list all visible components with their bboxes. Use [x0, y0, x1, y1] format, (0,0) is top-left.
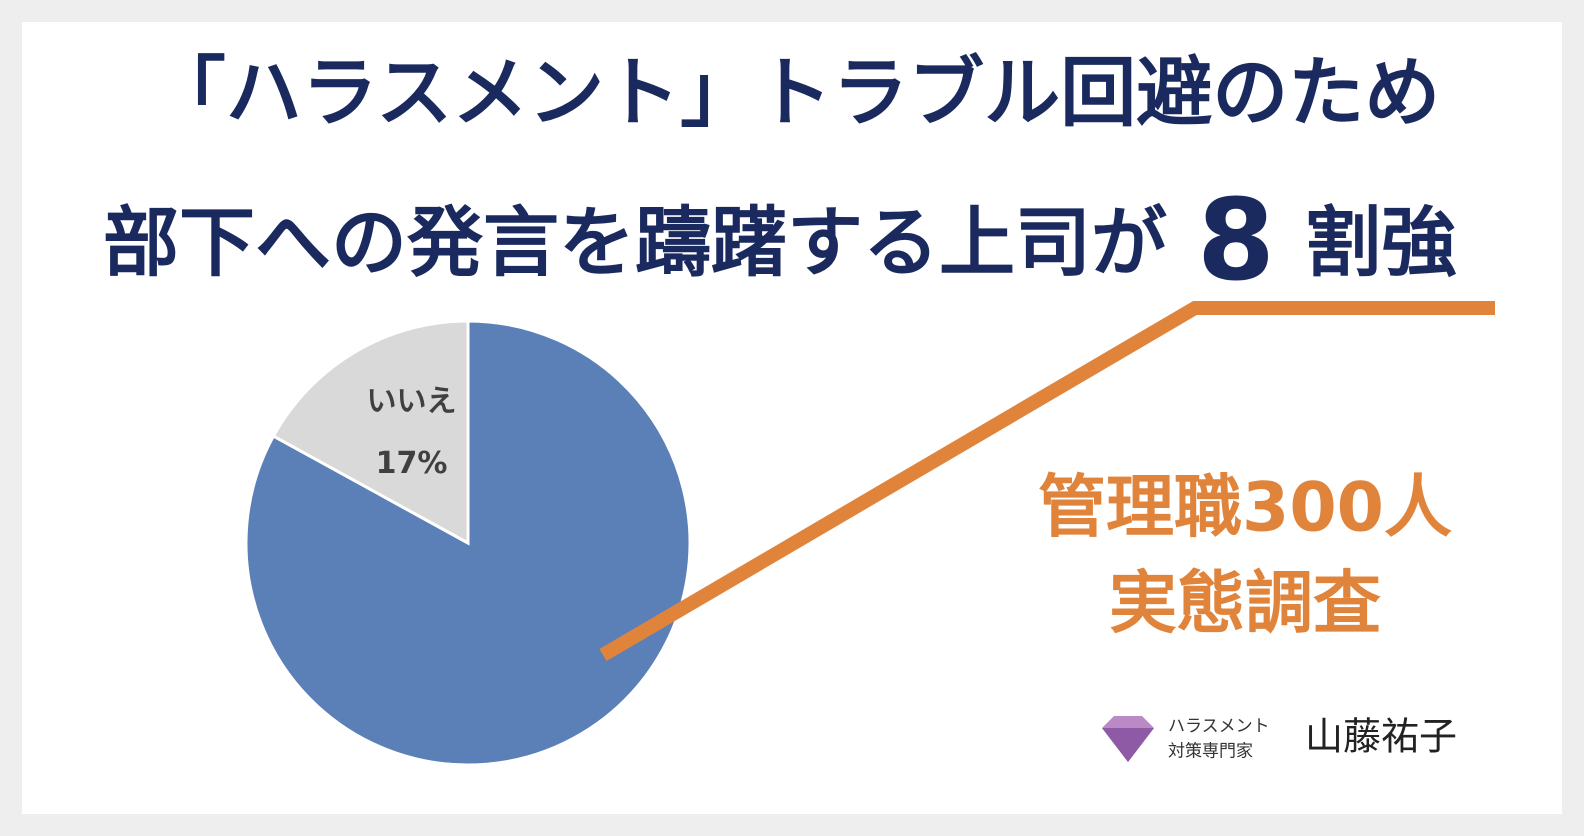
pie-slice [244, 319, 692, 767]
logo-name: 山藤祐子 [1305, 715, 1457, 759]
logo: ハラスメント 対策専門家 山藤祐子 [1102, 715, 1457, 762]
value-label: 83% [658, 697, 730, 732]
subtitle-prefix: 部下への発言を躊躇する上司が [103, 198, 1167, 287]
logo-tagline: ハラスメント [1168, 717, 1270, 737]
value-label: 17% [376, 446, 448, 481]
pie: はい 83% いいえ 17% [244, 319, 730, 767]
chart-subtitle: 部下への発言を躊躇する上司が 8 割強 [103, 176, 1457, 306]
pointer-line [599, 301, 1495, 662]
subtitle-suffix: 割強 [1305, 198, 1457, 287]
logo-icon [1102, 728, 1154, 762]
logo-tagline: 対策専門家 [1168, 742, 1253, 762]
subtitle-highlight: 8 [1197, 176, 1275, 306]
category-label: いいえ [366, 384, 456, 419]
category-label: はい [664, 635, 724, 670]
annotation: 実態調査 [1109, 565, 1381, 644]
chart-title: 「ハラスメント」トラブル回避のため [150, 48, 1440, 137]
pie-slice [271, 319, 470, 546]
panel [22, 22, 1562, 814]
annotation: 管理職300人 [1038, 469, 1452, 548]
